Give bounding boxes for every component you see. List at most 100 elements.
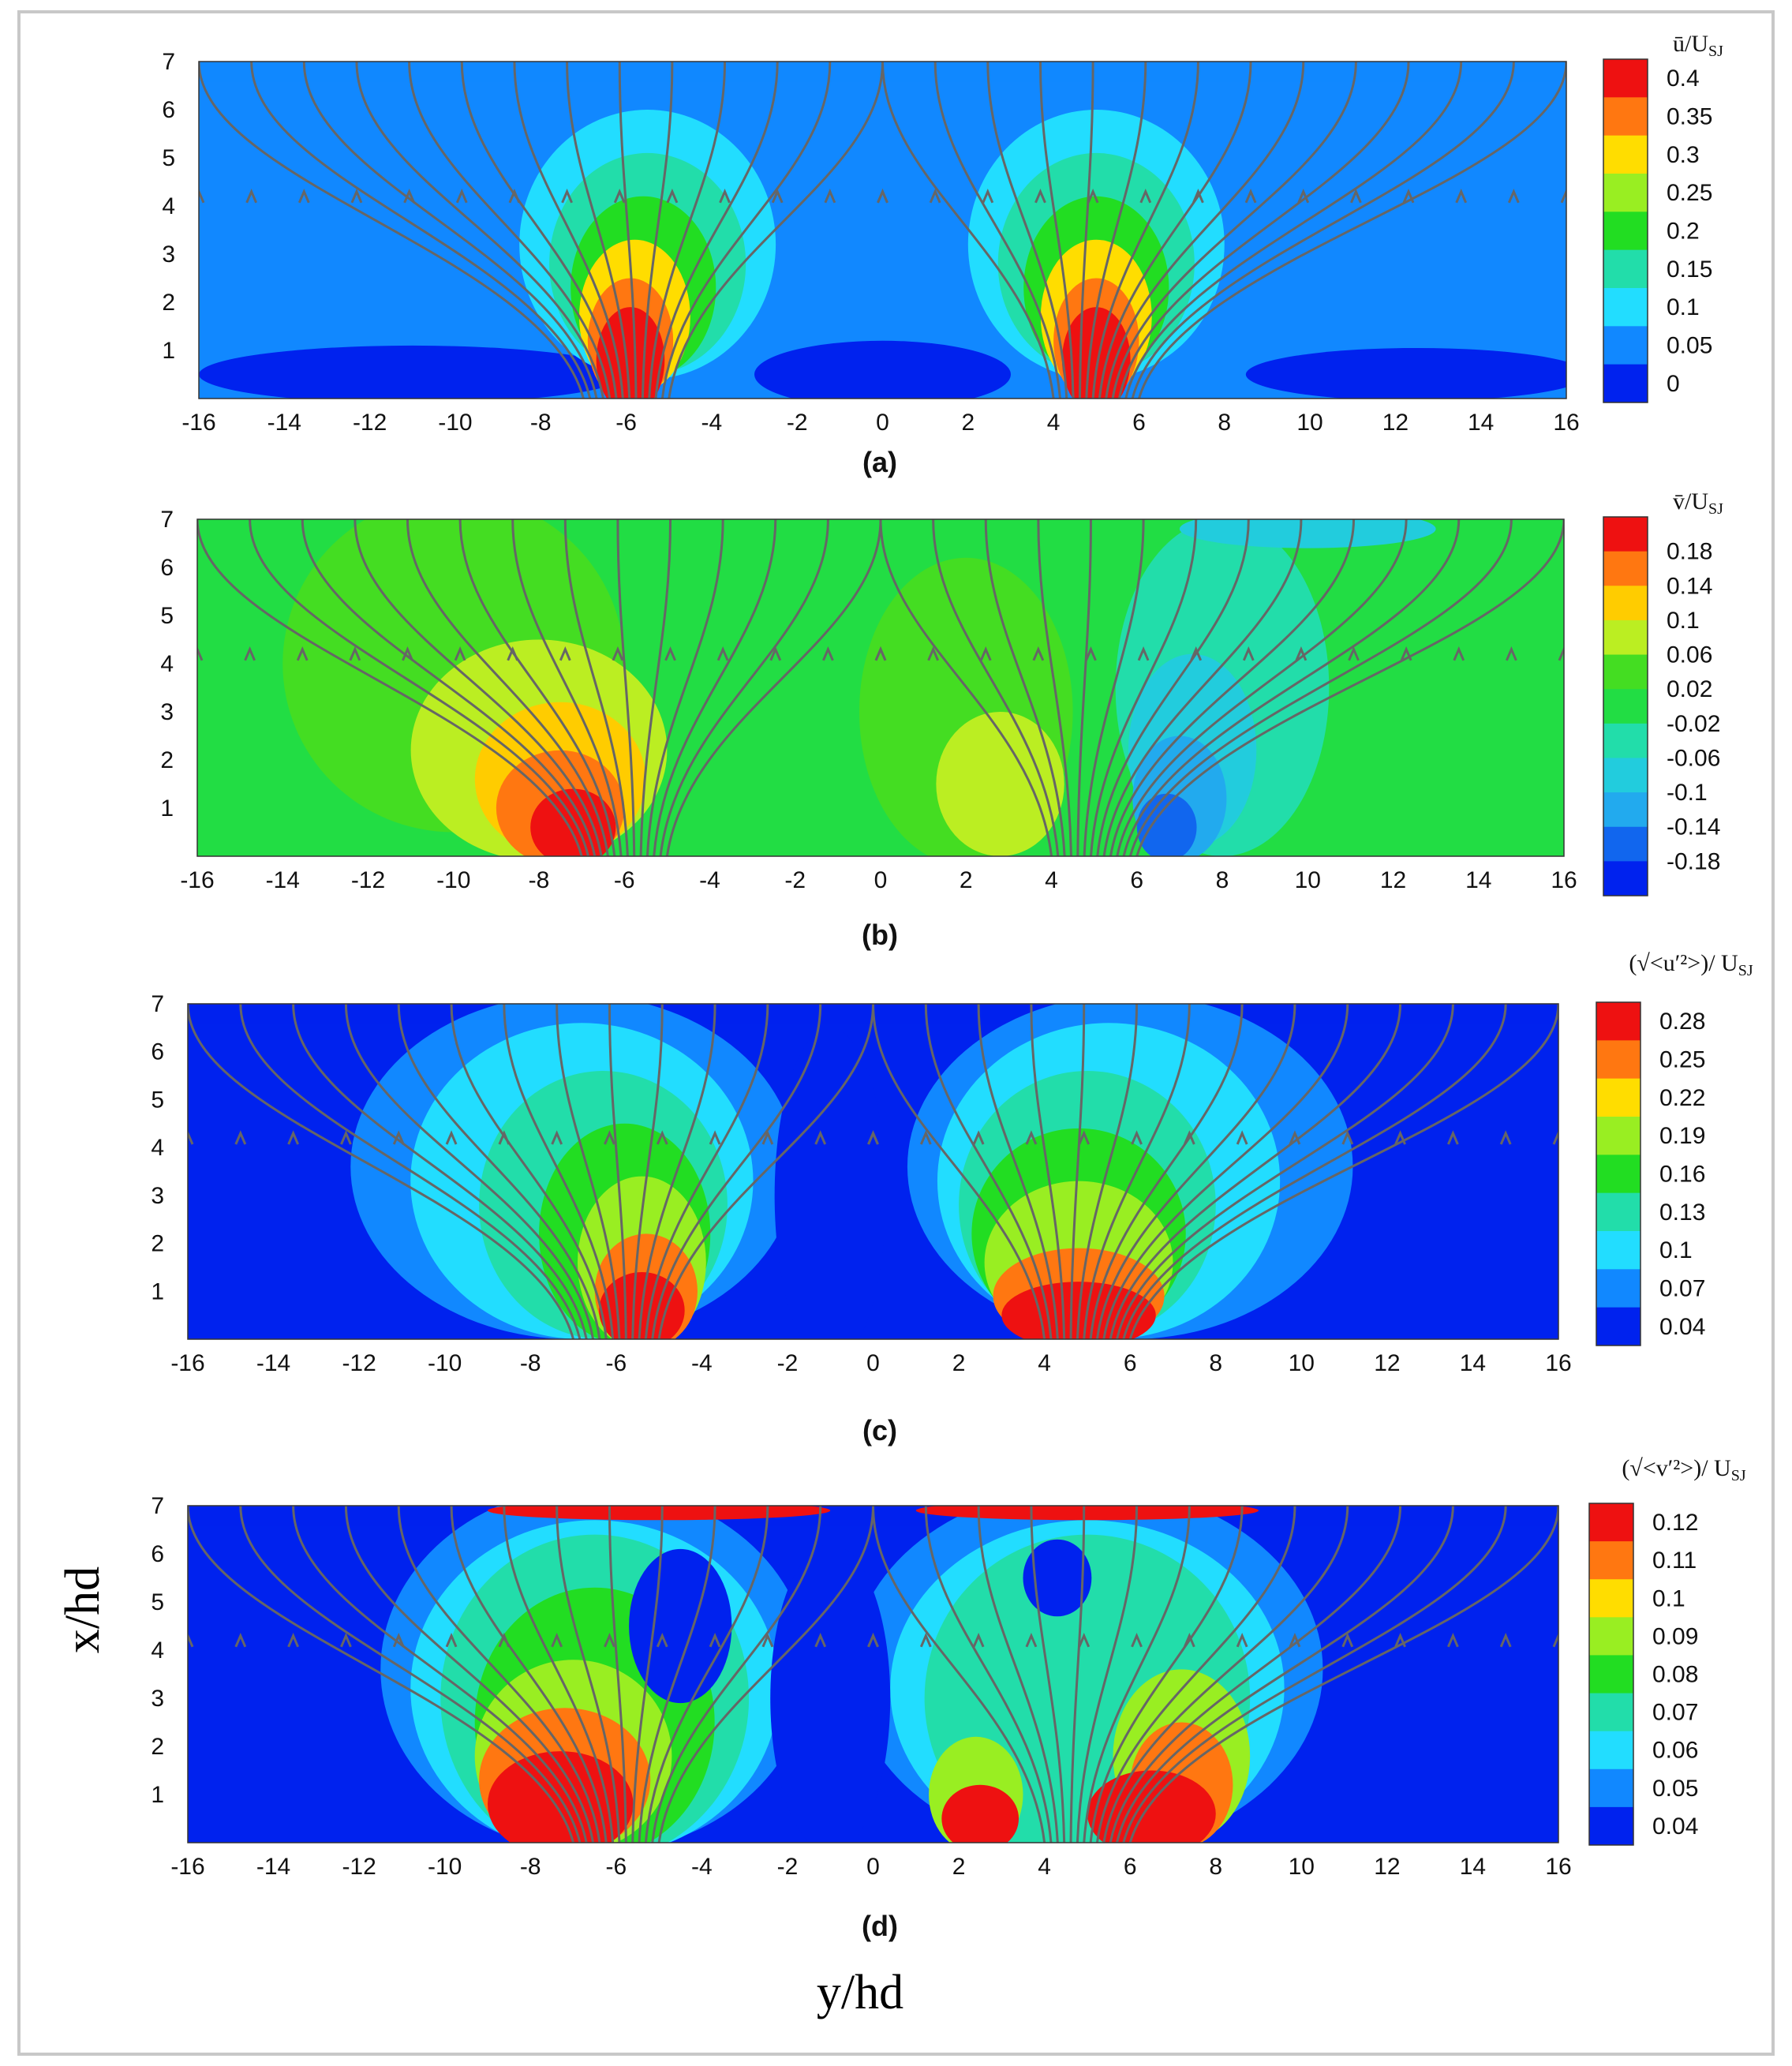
streamline	[1128, 519, 1513, 856]
streamline-arrow	[1236, 1130, 1248, 1145]
streamline-arrow	[769, 646, 782, 661]
streamline-arrow	[1499, 1130, 1512, 1145]
streamlines	[199, 62, 1566, 399]
x-tick-label: 4	[1038, 1350, 1051, 1376]
contour-region	[1245, 347, 1566, 399]
streamline-arrow	[188, 1632, 194, 1648]
x-tick-label: 6	[1132, 410, 1146, 436]
streamline	[1111, 62, 1357, 399]
streamline	[977, 1004, 1059, 1339]
colorbar-tick-label: 0.02	[1667, 676, 1712, 702]
x-tick-label: 0	[874, 867, 888, 893]
streamline-arrow	[1087, 188, 1099, 204]
panel-label: (c)	[862, 1414, 897, 1447]
streamline	[1105, 62, 1305, 399]
colorbar-tick-label: 0.1	[1652, 1585, 1685, 1611]
contour-region	[530, 788, 616, 856]
colorbar-tick-label: 0.07	[1652, 1700, 1698, 1726]
x-tick-label: 14	[1465, 867, 1491, 893]
streamline	[355, 62, 604, 399]
streamline-arrow	[867, 1130, 879, 1145]
y-tick-label: 6	[160, 555, 174, 581]
streamline-arrow	[761, 1632, 774, 1648]
y-tick-label: 2	[151, 1231, 164, 1257]
streamline	[1095, 1506, 1296, 1843]
colorbar-title: ū/USJ	[1673, 31, 1723, 60]
streamline	[653, 519, 777, 856]
colorbar-swatch	[1589, 1541, 1633, 1580]
streamline	[639, 519, 672, 856]
streamline	[408, 62, 612, 399]
colorbar-swatch	[1603, 326, 1648, 365]
streamline-arrow	[719, 188, 731, 204]
streamline	[1069, 1004, 1086, 1339]
colorbar-tick-label: 0.06	[1667, 642, 1712, 668]
colorbar-tick-label: 0.1	[1667, 294, 1700, 320]
streamline	[344, 1004, 595, 1339]
contour-region	[770, 1544, 891, 1843]
x-tick-label: 8	[1209, 1350, 1222, 1376]
plot-frame	[198, 61, 1567, 399]
streamline	[641, 62, 674, 399]
streamline	[292, 1506, 588, 1843]
streamline-arrow	[297, 188, 310, 204]
x-tick-label: 6	[1124, 1350, 1137, 1376]
colorbar-swatch	[1603, 59, 1648, 98]
x-tick-label: -2	[787, 410, 808, 436]
streamline	[1122, 1506, 1507, 1843]
x-tick-label: 4	[1045, 867, 1058, 893]
colorbar-swatch	[1603, 211, 1648, 251]
colorbar-tick-label: 0.13	[1659, 1200, 1705, 1226]
contour-region	[774, 1027, 886, 1339]
streamline-arrow	[445, 1632, 458, 1648]
streamline	[608, 1506, 627, 1843]
streamline	[1102, 1506, 1349, 1843]
streamline-arrow	[199, 188, 205, 204]
streamline-arrow	[403, 188, 415, 204]
streamline-arrow	[1078, 1632, 1091, 1648]
streamline	[659, 519, 829, 856]
x-tick-label: 8	[1209, 1854, 1222, 1880]
colorbar-swatch	[1589, 1731, 1633, 1770]
contour-field	[197, 519, 1564, 856]
streamline-arrow	[1455, 188, 1468, 204]
streamline	[460, 62, 618, 399]
streamline	[654, 62, 779, 399]
colorbar-swatch	[1596, 1231, 1640, 1270]
contour-region	[488, 1506, 831, 1521]
contour-region	[629, 1548, 732, 1704]
x-tick-label: 0	[866, 1854, 880, 1880]
y-tick-label: 7	[160, 507, 174, 533]
colorbar-tick-label: 0.04	[1652, 1813, 1698, 1840]
streamline-arrow	[1085, 646, 1097, 661]
contour-region	[936, 712, 1064, 856]
x-tick-label: -8	[520, 1854, 541, 1880]
colorbar-swatch	[1589, 1617, 1633, 1656]
streamline-arrow	[1078, 1130, 1091, 1145]
streamline	[566, 62, 631, 399]
streamline	[657, 1506, 874, 1843]
streamlines	[197, 519, 1564, 856]
streamline-arrow	[498, 1632, 511, 1648]
y-tick-label: 7	[151, 1493, 164, 1519]
y-tick-label: 5	[162, 145, 175, 171]
chart-panel-1: -16 -14 -12 -10 -8 -6 -4 -2 0 2 4 6 8 10 12 14 161234567…	[162, 31, 1723, 478]
x-tick-label: -12	[342, 1350, 376, 1376]
streamline-arrow	[340, 1632, 352, 1648]
colorbar-swatch	[1589, 1693, 1633, 1732]
colorbar-swatch	[1603, 135, 1648, 174]
streamline-arrow	[559, 646, 571, 661]
panel-label: (a)	[862, 446, 897, 478]
plot-frame	[187, 1505, 1559, 1843]
x-tick-label: -10	[428, 1854, 462, 1880]
streamline-arrow	[612, 646, 624, 661]
colorbar-swatch	[1589, 1768, 1633, 1808]
streamline-arrow	[1295, 646, 1308, 661]
x-tick-label: -14	[267, 410, 301, 436]
streamline-arrow	[296, 646, 309, 661]
streamline-arrow	[919, 1130, 932, 1145]
streamline-arrow	[1236, 1632, 1248, 1648]
colorbar-tick-label: -0.18	[1667, 848, 1720, 874]
streamline-arrow	[814, 1632, 827, 1648]
y-tick-label: 2	[151, 1734, 164, 1760]
